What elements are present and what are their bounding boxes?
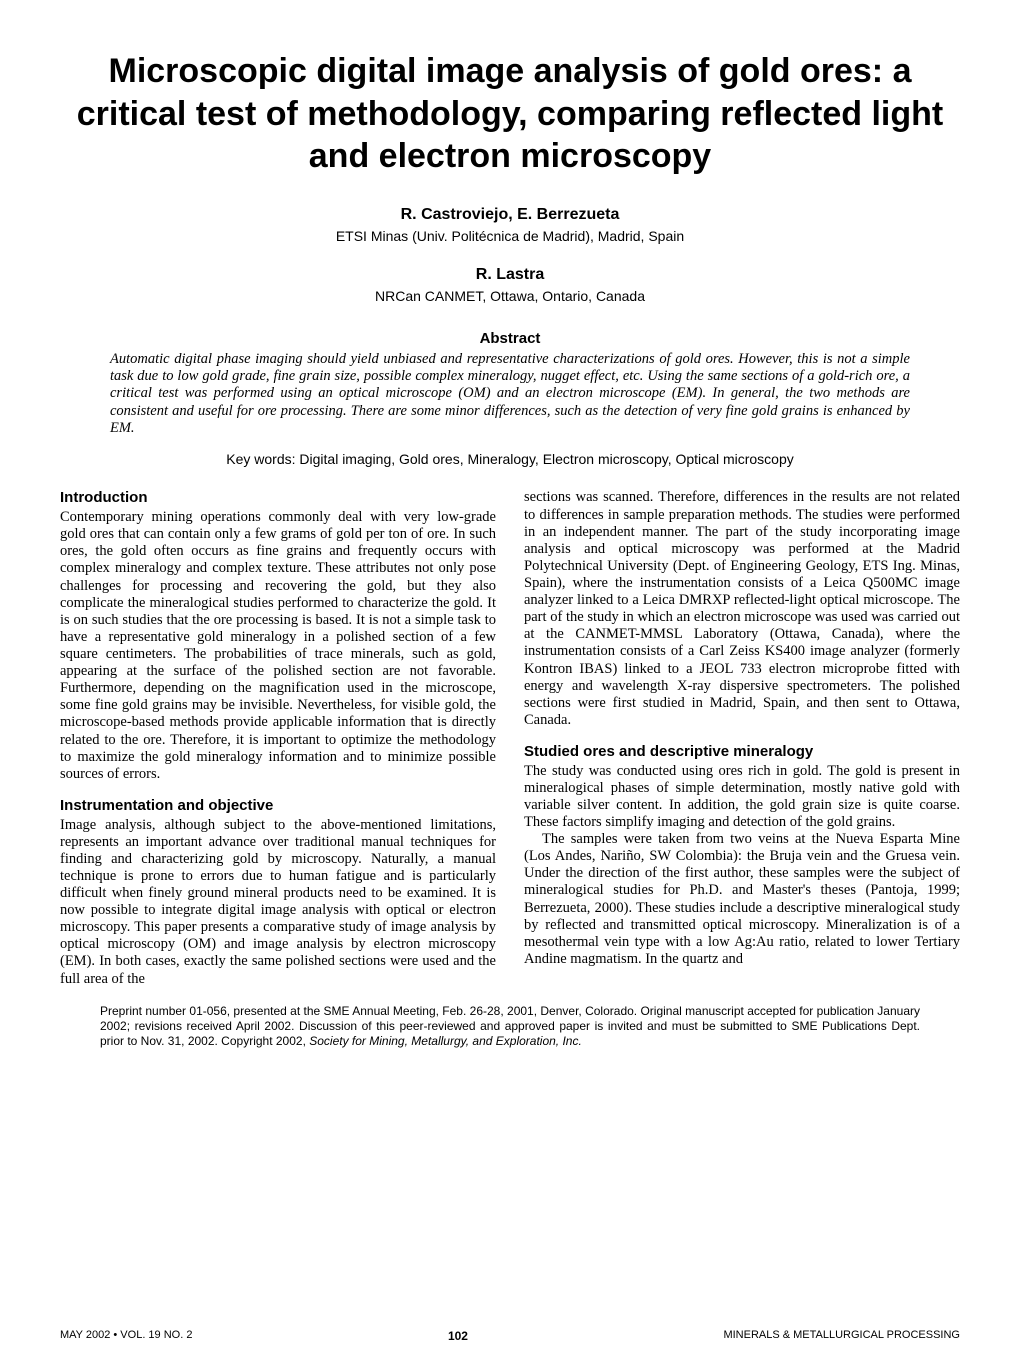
preprint-italic: Society for Mining, Metallurgy, and Expl… xyxy=(309,1034,582,1048)
page-footer: MAY 2002 • VOL. 19 NO. 2 102 MINERALS & … xyxy=(60,1329,960,1343)
footer-right: MINERALS & METALLURGICAL PROCESSING xyxy=(723,1329,960,1343)
keywords: Key words: Digital imaging, Gold ores, M… xyxy=(60,451,960,467)
two-column-body: Introduction Contemporary mining operati… xyxy=(60,489,960,987)
introduction-text: Contemporary mining operations commonly … xyxy=(60,509,496,783)
abstract-text: Automatic digital phase imaging should y… xyxy=(60,351,960,438)
affiliation-1: ETSI Minas (Univ. Politécnica de Madrid)… xyxy=(60,228,960,244)
authors-line-1: R. Castroviejo, E. Berrezueta xyxy=(60,206,960,224)
paper-title: Microscopic digital image analysis of go… xyxy=(60,50,960,178)
introduction-header: Introduction xyxy=(60,489,496,507)
instrumentation-continued: sections was scanned. Therefore, differe… xyxy=(524,489,960,729)
left-column: Introduction Contemporary mining operati… xyxy=(60,489,496,987)
studied-ores-header: Studied ores and descriptive mineralogy xyxy=(524,743,960,761)
preprint-note: Preprint number 01-056, presented at the… xyxy=(100,1004,920,1049)
footer-page-number: 102 xyxy=(448,1329,468,1343)
instrumentation-header: Instrumentation and objective xyxy=(60,797,496,815)
instrumentation-text: Image analysis, although subject to the … xyxy=(60,817,496,988)
footer-left: MAY 2002 • VOL. 19 NO. 2 xyxy=(60,1329,192,1343)
studied-ores-p2: The samples were taken from two veins at… xyxy=(524,831,960,968)
right-column: sections was scanned. Therefore, differe… xyxy=(524,489,960,987)
studied-ores-p1: The study was conducted using ores rich … xyxy=(524,763,960,831)
abstract-header: Abstract xyxy=(60,330,960,347)
authors-line-2: R. Lastra xyxy=(60,266,960,284)
affiliation-2: NRCan CANMET, Ottawa, Ontario, Canada xyxy=(60,288,960,304)
